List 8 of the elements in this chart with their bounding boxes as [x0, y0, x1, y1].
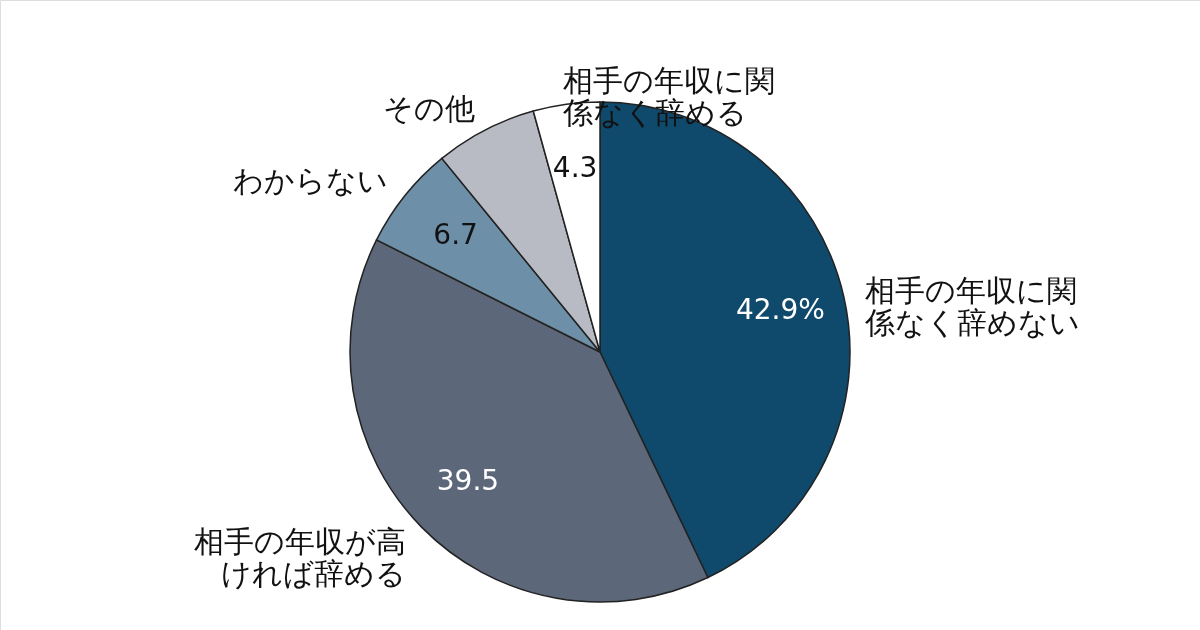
- slice-label: 相手の年収が高ければ辞める: [193, 523, 406, 591]
- slice-label: わからない: [232, 162, 388, 198]
- slice-label: 相手の年収に関係なく辞めない: [864, 272, 1081, 340]
- data-label: 4.3: [552, 150, 598, 184]
- data-label: 6.7: [433, 218, 478, 252]
- data-label: 42.9%: [735, 293, 825, 327]
- slice-label: その他: [382, 91, 475, 127]
- data-label: 39.5: [436, 463, 500, 497]
